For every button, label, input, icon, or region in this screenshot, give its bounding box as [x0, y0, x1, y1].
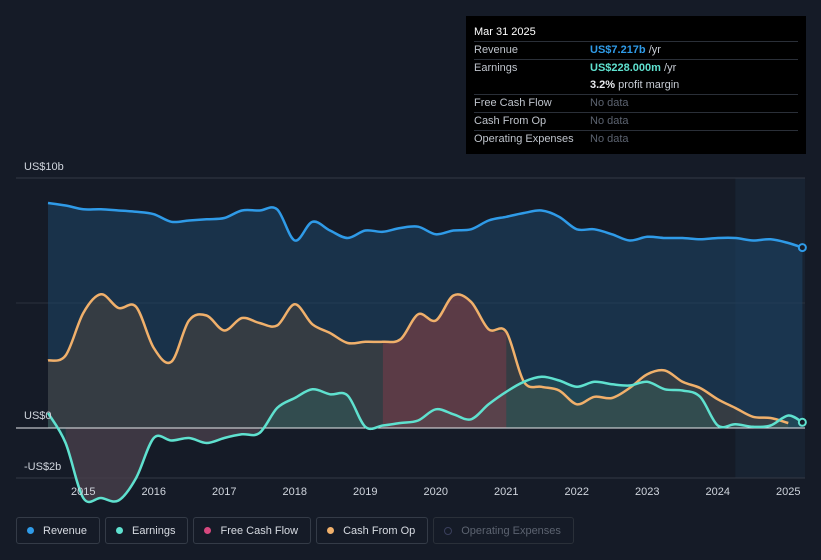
legend-cash-from-op[interactable]: Cash From Op	[316, 517, 429, 544]
tooltip-row-fcf: Free Cash Flow No data	[474, 94, 798, 112]
revenue-end-marker	[797, 243, 807, 253]
earnings-end-marker	[797, 417, 807, 427]
tooltip-label: Cash From Op	[474, 115, 547, 127]
legend-label: Free Cash Flow	[220, 524, 299, 537]
tooltip-row-revenue: Revenue US$7.217b /yr	[474, 41, 798, 59]
x-tick-label: 2020	[424, 486, 448, 498]
chart-legend: Revenue Earnings Free Cash Flow Cash Fro…	[16, 517, 574, 544]
x-tick-label: 2022	[565, 486, 589, 498]
x-tick-label: 2018	[283, 486, 307, 498]
tooltip-label: Free Cash Flow	[474, 97, 552, 109]
tooltip-row-cfo: Cash From Op No data	[474, 112, 798, 130]
tooltip-row-opex: Operating Expenses No data	[474, 130, 798, 148]
series-areas	[48, 203, 803, 503]
tooltip-label: Revenue	[474, 44, 519, 56]
opex-ring-icon	[444, 526, 453, 535]
x-tick-label: 2021	[494, 486, 518, 498]
tooltip-row-margin: 3.2% profit margin	[474, 77, 798, 94]
cash-from-op-line	[47, 293, 789, 425]
x-tick-label: 2016	[142, 486, 166, 498]
tooltip-label: Operating Expenses	[474, 133, 574, 145]
tooltip-row-earnings: Earnings US$228.000m /yr	[474, 59, 798, 77]
series-lines	[46, 201, 804, 504]
y-label-bottom: -US$2b	[24, 461, 61, 473]
revenue-line	[47, 201, 803, 249]
earnings-area	[48, 376, 803, 503]
earnings-negative-area	[65, 428, 260, 503]
series-end-markers	[797, 243, 807, 427]
earnings-line	[46, 375, 804, 504]
legend-label: Earnings	[132, 524, 176, 537]
y-label-zero: US$0	[24, 410, 52, 422]
tooltip-value: US$7.217b	[590, 44, 646, 56]
cash-from-op-highlight-area	[382, 294, 507, 428]
legend-label: Revenue	[43, 524, 88, 537]
tooltip-unit: profit margin	[615, 79, 680, 91]
tooltip-value: No data	[590, 97, 629, 109]
x-tick-label: 2024	[706, 486, 730, 498]
tooltip-value: No data	[590, 133, 629, 145]
x-tick-label: 2019	[353, 486, 377, 498]
tooltip-unit: /yr	[660, 62, 677, 74]
x-tick-label: 2025	[776, 486, 800, 498]
data-tooltip: Mar 31 2025 Revenue US$7.217b /yr Earnin…	[466, 16, 806, 154]
tooltip-label	[474, 77, 590, 94]
revenue-dot-icon	[27, 527, 34, 534]
x-tick-label: 2017	[212, 486, 236, 498]
legend-revenue[interactable]: Revenue	[16, 517, 101, 544]
y-label-top: US$10b	[24, 161, 64, 173]
legend-free-cash-flow[interactable]: Free Cash Flow	[193, 517, 312, 544]
legend-label: Operating Expenses	[461, 524, 561, 537]
tooltip-value: 3.2%	[590, 79, 616, 91]
x-tick-label: 2015	[71, 486, 95, 498]
earnings-dot-icon	[116, 527, 124, 534]
cfo-dot-icon	[327, 527, 335, 534]
legend-label: Cash From Op	[343, 524, 416, 537]
fcf-dot-icon	[204, 527, 212, 534]
tooltip-value: US$228.000m	[590, 62, 661, 74]
tooltip-label: Earnings	[474, 62, 518, 74]
legend-operating-expenses[interactable]: Operating Expenses	[433, 517, 574, 544]
x-tick-label: 2023	[635, 486, 659, 498]
x-axis-ticks: 2015 2016 2017 2018 2019 2020 2021 2022 2023 2024…	[71, 486, 800, 498]
tooltip-value: No data	[590, 115, 629, 127]
legend-earnings[interactable]: Earnings	[105, 517, 189, 544]
tooltip-unit: /yr	[645, 44, 661, 56]
tooltip-date: Mar 31 2025	[474, 26, 536, 38]
